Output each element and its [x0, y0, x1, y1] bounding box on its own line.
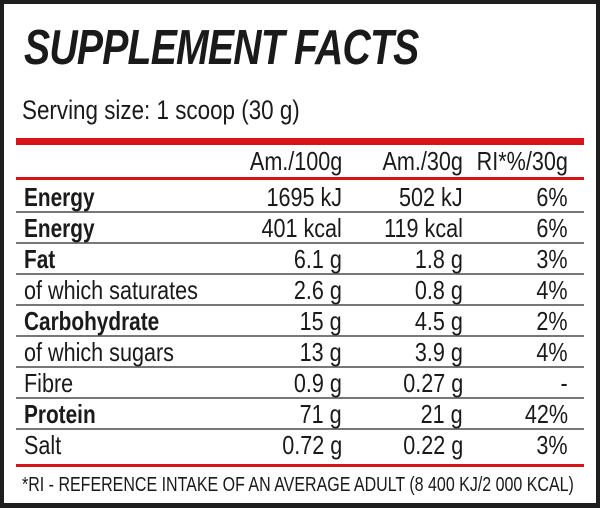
amount-per-100g: 71 g — [299, 399, 342, 429]
nutrient-name: Fibre — [24, 368, 74, 398]
reference-intake-percent: 6% — [536, 182, 568, 212]
amount-per-100g: 1695 kJ — [266, 182, 342, 212]
nutrient-name: Energy — [24, 213, 95, 243]
table-row: Energy 1695 kJ 502 kJ 6% — [16, 182, 584, 213]
amount-per-30g: 119 kcal — [384, 213, 463, 243]
reference-intake-percent: 4% — [536, 337, 568, 367]
divider-thick — [16, 138, 584, 145]
reference-intake-percent: 6% — [536, 213, 568, 243]
nutrient-name: Salt — [24, 430, 62, 460]
reference-intake-percent: 4% — [536, 275, 568, 305]
amount-per-30g: 1.8 g — [415, 244, 463, 274]
serving-size: Serving size: 1 scoop (30 g) — [22, 95, 300, 125]
nutrient-name: Protein — [24, 399, 96, 429]
amount-per-30g: 21 g — [420, 399, 463, 429]
amount-per-30g: 0.27 g — [402, 368, 463, 398]
amount-per-100g: 401 kcal — [261, 213, 342, 243]
table-row: Salt 0.72 g 0.22 g 3% — [16, 430, 584, 461]
table-row: of which sugars 13 g 3.9 g 4% — [16, 337, 584, 368]
table-row: Fat 6.1 g 1.8 g 3% — [16, 244, 584, 275]
table-row: Carbohydrate 15 g 4.5 g 2% — [16, 306, 584, 337]
table-row: Fibre 0.9 g 0.27 g - — [16, 368, 584, 399]
reference-intake-percent: 3% — [536, 430, 568, 460]
supplement-facts-label — [4, 4, 596, 503]
reference-intake-percent: 2% — [536, 306, 568, 336]
amount-per-100g: 2.6 g — [294, 275, 342, 305]
footnote: *RI - REFERENCE INTAKE OF AN AVERAGE ADU… — [22, 474, 574, 496]
amount-per-30g: 0.22 g — [402, 430, 463, 460]
nutrient-name: Carbohydrate — [24, 306, 160, 336]
reference-intake-percent: 3% — [536, 244, 568, 274]
amount-per-30g: 0.8 g — [415, 275, 463, 305]
label-title: SUPPLEMENT FACTS — [24, 21, 419, 75]
nutrient-name: Fat — [24, 244, 56, 274]
divider-header — [16, 177, 584, 180]
table-row: Protein 71 g 21 g 42% — [16, 399, 584, 430]
table-row: of which saturates 2.6 g 0.8 g 4% — [16, 275, 584, 306]
column-header-per100: Am./100g — [249, 146, 342, 176]
reference-intake-percent: - — [560, 368, 568, 398]
amount-per-100g: 13 g — [299, 337, 342, 367]
amount-per-100g: 15 g — [299, 306, 342, 336]
column-header-ri: RI*%/30g — [476, 146, 568, 176]
column-header-row: Am./100g Am./30g RI*%/30g — [16, 146, 584, 177]
amount-per-100g: 6.1 g — [294, 244, 342, 274]
amount-per-100g: 0.72 g — [281, 430, 342, 460]
nutrient-name: of which saturates — [24, 275, 198, 305]
amount-per-30g: 502 kJ — [399, 182, 463, 212]
nutrient-name: of which sugars — [24, 337, 174, 367]
amount-per-30g: 3.9 g — [415, 337, 463, 367]
amount-per-30g: 4.5 g — [415, 306, 463, 336]
divider-bottom — [16, 464, 584, 467]
amount-per-100g: 0.9 g — [294, 368, 342, 398]
reference-intake-percent: 42% — [524, 399, 568, 429]
table-row: Energy 401 kcal 119 kcal 6% — [16, 213, 584, 244]
nutrient-name: Energy — [24, 182, 95, 212]
column-header-per30: Am./30g — [382, 146, 463, 176]
